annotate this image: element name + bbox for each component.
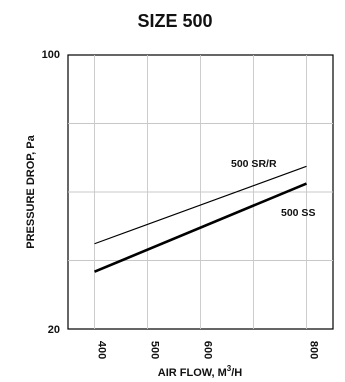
y-tick-label-100: 100: [42, 49, 60, 61]
x-axis-label-suffix: /H: [231, 367, 242, 379]
series-label-1: 500 SS: [281, 207, 315, 219]
y-axis-label: PRESSURE DROP, Pa: [25, 134, 37, 248]
x-axis-label-main: AIR FLOW, M: [158, 367, 227, 379]
x-tick-labels: 400 500 600 800: [96, 341, 320, 359]
series-line-1: [94, 182, 307, 273]
series-line-0: [94, 165, 307, 245]
y-tick-label-20: 20: [48, 324, 60, 336]
chart-title: SIZE 500: [137, 11, 212, 31]
x-tick-label-400: 400: [96, 341, 108, 359]
x-axis-label: AIR FLOW, M3/H: [158, 364, 243, 379]
x-axis-label-superscript: 3: [227, 364, 232, 373]
series-layer: 500 SR/R 500 SS: [94, 158, 315, 273]
x-tick-label-800: 800: [308, 341, 320, 359]
series-label-0: 500 SR/R: [231, 158, 277, 170]
x-tick-label-600: 600: [202, 341, 214, 359]
grid-lines: [68, 55, 333, 329]
x-tick-label-500: 500: [149, 341, 161, 359]
